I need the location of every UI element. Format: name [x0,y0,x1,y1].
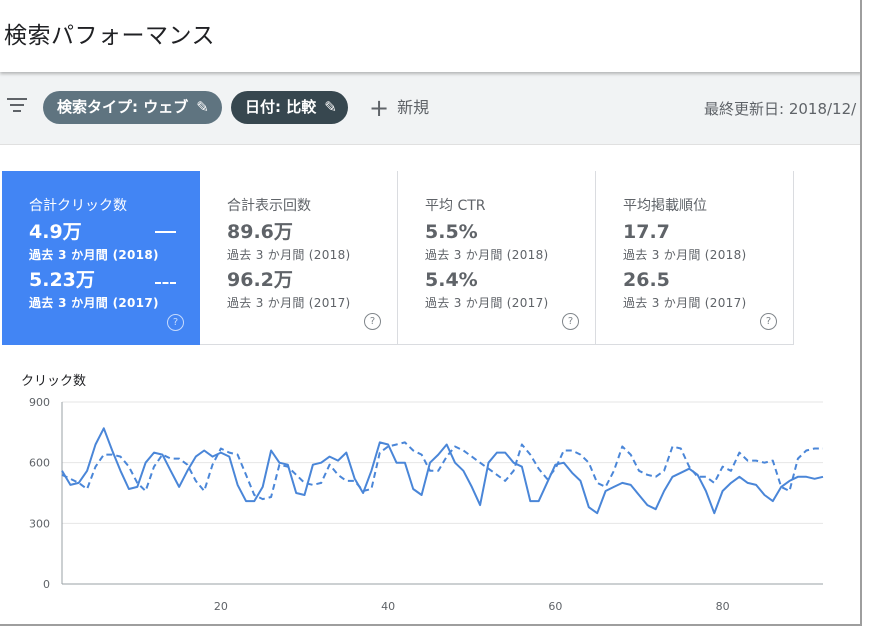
help-icon[interactable]: ? [562,313,579,330]
metric-card-impressions[interactable]: 合計表示回数 89.6万 過去 3 か月間 (2018) 96.2万 過去 3 … [200,171,398,345]
y-tick-label: 600 [29,457,50,470]
legend-dashed-line [155,282,176,284]
search-type-chip[interactable]: 検索タイプ: ウェブ ✎ [43,91,222,124]
metric-card-ctr[interactable]: 平均 CTR 5.5% 過去 3 か月間 (2018) 5.4% 過去 3 か月… [398,171,596,345]
new-filter-label: 新規 [397,98,430,117]
metric-title: 合計クリック数 [29,198,127,214]
series-line-2018 [61,427,824,515]
clicks-chart-svg: クリック数 0 300 600 900 20 40 60 80 [21,374,824,613]
y-tick-label: 900 [29,396,50,409]
y-tick-label: 300 [29,517,50,530]
metric-period-current: 過去 3 か月間 (2018) [227,248,351,262]
metric-value-previous: 5.4% [425,269,478,291]
metric-card-clicks[interactable]: 合計クリック数 4.9万 過去 3 か月間 (2018) 5.23万 過去 3 … [2,171,200,345]
metric-value-current: 17.7 [623,221,670,243]
metric-period-previous: 過去 3 か月間 (2017) [425,296,549,310]
metric-period-current: 過去 3 か月間 (2018) [425,248,549,262]
help-icon[interactable]: ? [167,314,184,331]
date-label: 日付: 比較 [245,98,317,116]
metric-title: 平均掲載順位 [623,198,707,214]
metric-card-position[interactable]: 平均掲載順位 17.7 過去 3 か月間 (2018) 26.5 過去 3 か月… [596,171,794,345]
metric-value-previous: 26.5 [623,269,670,291]
metric-cards: 合計クリック数 4.9万 過去 3 か月間 (2018) 5.23万 過去 3 … [2,171,796,345]
metric-value-current: 4.9万 [29,221,82,243]
plus-icon: + [369,94,390,122]
metric-period-previous: 過去 3 か月間 (2017) [227,296,351,310]
pencil-icon: ✎ [196,98,209,116]
metric-period-previous: 過去 3 か月間 (2017) [29,296,159,310]
title-bar: 検索パフォーマンス [0,0,860,72]
clicks-chart: クリック数 0 300 600 900 20 40 60 80 [0,345,860,624]
pencil-icon: ✎ [324,98,337,116]
performance-panel: 検索パフォーマンス 検索タイプ: ウェブ ✎ 日付: 比較 ✎ + 新規 最終更新日:… [0,0,862,626]
series-line-2017 [61,441,823,501]
metric-period-previous: 過去 3 か月間 (2017) [623,296,747,310]
metric-value-current: 5.5% [425,221,478,243]
y-tick-label: 0 [43,578,50,591]
x-tick-label: 60 [548,600,562,613]
filter-icon[interactable] [6,98,28,114]
metric-period-current: 過去 3 か月間 (2018) [623,248,747,262]
metric-title: 平均 CTR [425,198,486,214]
last-updated: 最終更新日: 2018/12/ [704,100,857,118]
filter-bar: 検索タイプ: ウェブ ✎ 日付: 比較 ✎ + 新規 最終更新日: 2018/12/ [0,72,860,145]
search-type-label: 検索タイプ: ウェブ [57,98,189,116]
page-title: 検索パフォーマンス [4,23,216,49]
metric-value-previous: 96.2万 [227,269,293,291]
new-filter-button[interactable]: + 新規 [369,94,429,122]
y-axis-title: クリック数 [21,374,86,389]
x-tick-label: 80 [716,600,730,613]
x-tick-label: 40 [381,600,395,613]
metric-period-current: 過去 3 か月間 (2018) [29,248,159,262]
help-icon[interactable]: ? [760,313,777,330]
help-icon[interactable]: ? [364,313,381,330]
x-tick-label: 20 [214,600,228,613]
legend-solid-line [155,231,176,233]
metric-value-current: 89.6万 [227,221,293,243]
metric-title: 合計表示回数 [227,198,311,214]
metric-value-previous: 5.23万 [29,269,95,291]
date-chip[interactable]: 日付: 比較 ✎ [231,91,348,124]
